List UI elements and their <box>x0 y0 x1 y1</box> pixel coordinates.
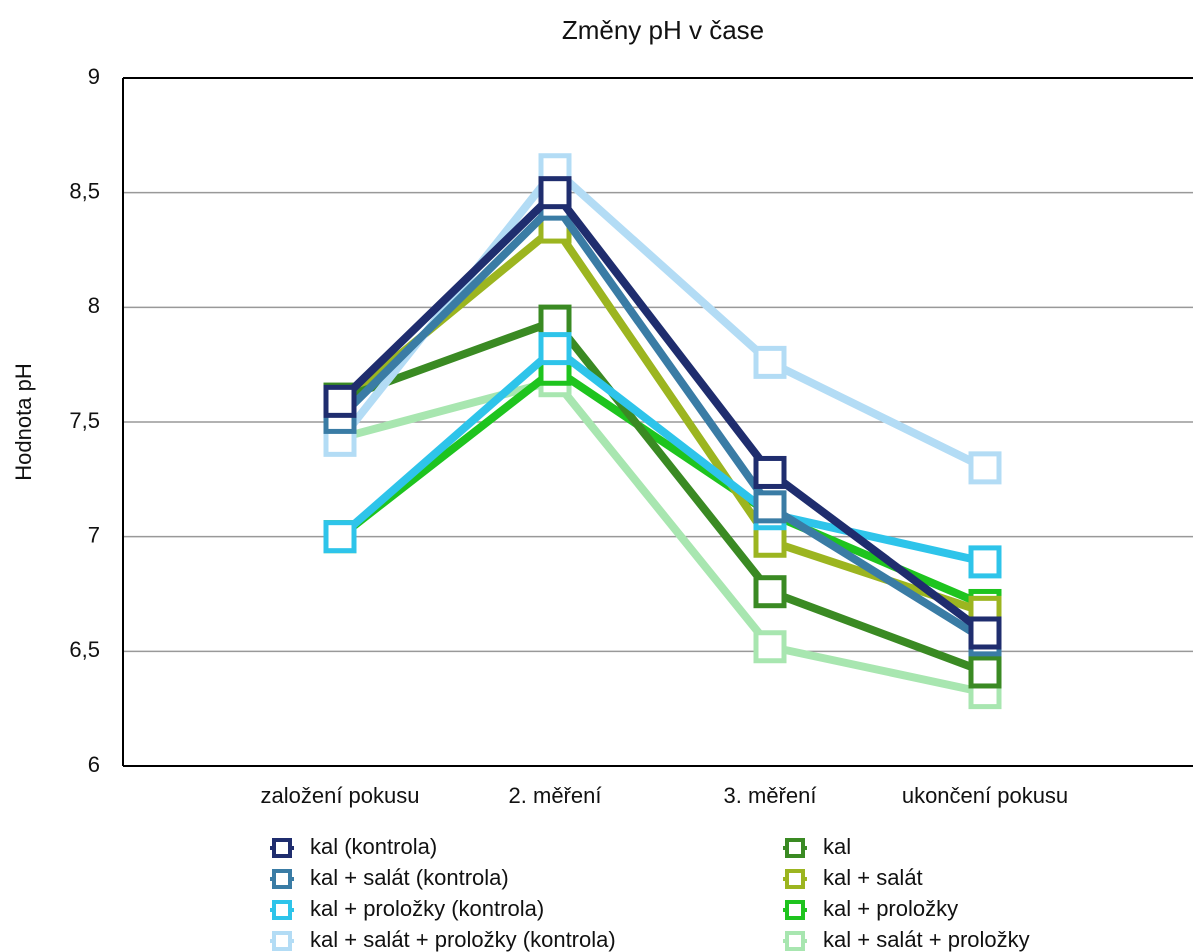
point-marker <box>323 520 357 554</box>
chart-title: Změny pH v čase <box>562 15 764 45</box>
point-marker <box>538 176 572 210</box>
point-marker <box>753 575 787 609</box>
point-marker <box>968 655 1002 689</box>
legend-marker <box>272 838 292 858</box>
point-marker <box>753 490 787 524</box>
x-tick-label: založení pokusu <box>261 783 420 808</box>
series-line <box>337 200 988 644</box>
point-marker <box>968 545 1002 579</box>
y-axis-label: Hodnota pH <box>11 363 36 480</box>
legend-marker <box>785 838 805 858</box>
point-marker <box>753 345 787 379</box>
series-line <box>337 344 986 566</box>
legend-label: kal (kontrola) <box>310 834 437 859</box>
y-tick-label: 7,5 <box>69 408 100 433</box>
legend-marker <box>785 869 805 889</box>
legend-marker <box>785 931 805 951</box>
legend-marker <box>272 931 292 951</box>
point-marker <box>753 455 787 489</box>
series-line <box>336 165 987 472</box>
legend-label: kal <box>823 834 851 859</box>
legend-marker <box>785 900 805 920</box>
legend-label: kal + salát + proložky (kontrola) <box>310 927 616 952</box>
y-tick-label: 8 <box>88 293 100 318</box>
point-marker <box>323 384 357 418</box>
y-tick-label: 7 <box>88 522 100 547</box>
point-marker <box>538 304 572 338</box>
y-tick-label: 6 <box>88 752 100 777</box>
y-tick-label: 6,5 <box>69 637 100 662</box>
point-marker <box>538 332 572 366</box>
legend-label: kal + salát (kontrola) <box>310 865 509 890</box>
series-line <box>338 376 986 697</box>
x-tick-label: 2. měření <box>509 783 602 808</box>
point-marker <box>968 616 1002 650</box>
x-tick-label: 3. měření <box>724 783 817 808</box>
legend-label: kal + proložky <box>823 896 958 921</box>
x-tick-label: ukončení pokusu <box>902 783 1068 808</box>
legend-marker <box>272 869 292 889</box>
series-line <box>337 188 988 637</box>
point-marker <box>753 524 787 558</box>
point-marker <box>753 630 787 664</box>
point-marker <box>968 451 1002 485</box>
y-tick-label: 8,5 <box>69 178 100 203</box>
series-line <box>338 317 987 676</box>
legend-label: kal + salát <box>823 865 923 890</box>
series-line <box>337 365 987 610</box>
legend-marker <box>272 900 292 920</box>
legend-label: kal + salát + proložky <box>823 927 1030 952</box>
legend-label: kal + proložky (kontrola) <box>310 896 544 921</box>
y-tick-label: 9 <box>88 64 100 89</box>
